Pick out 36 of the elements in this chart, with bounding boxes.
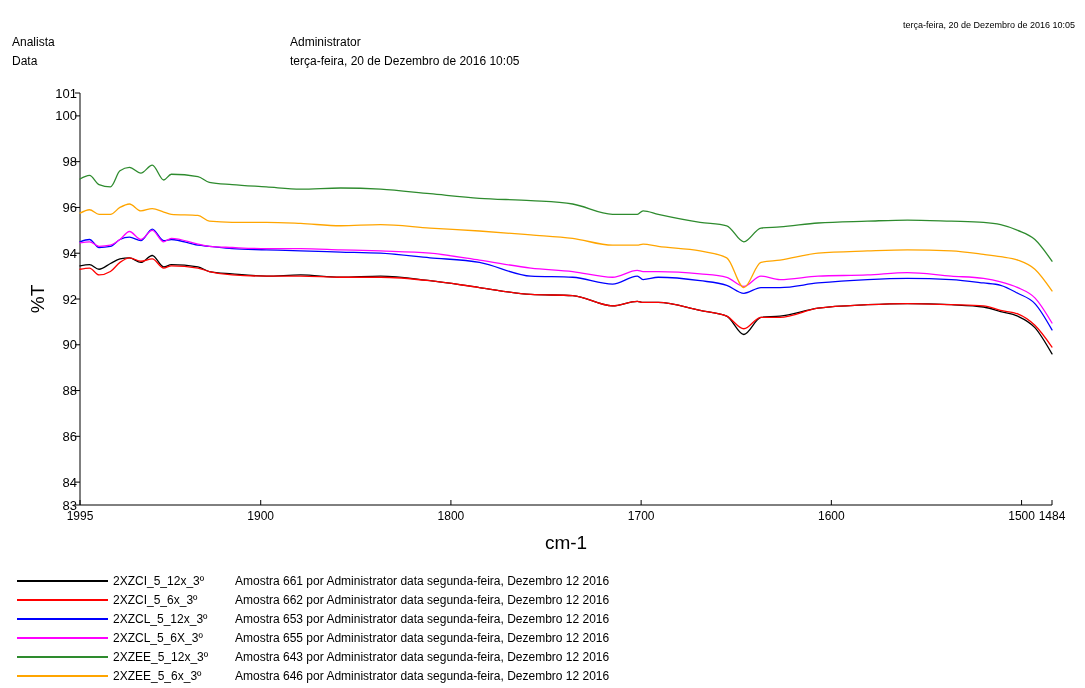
- text: Amostra 643 por Administrator data segunda-feira, Dezembro 12 2016: [235, 650, 610, 665]
- y-tick-label: 100: [55, 108, 77, 124]
- y-tick-label: 101: [55, 85, 77, 101]
- legend-label: 2XZEE_5_12x_3º: [113, 650, 209, 665]
- text: Administrator: [290, 35, 361, 49]
- x-tick-label: 1800: [437, 509, 465, 523]
- y-tick-label: 84: [62, 474, 77, 490]
- x-tick-label: 1600: [818, 509, 846, 523]
- text: Amostra 646 por Administrator data segunda-feira, Dezembro 12 2016: [235, 669, 610, 684]
- text: Data: [12, 54, 38, 68]
- legend-label: 2XZCL_5_6X_3º: [113, 631, 204, 646]
- y-tick-label: 88: [62, 383, 77, 399]
- text: Amostra 662 por Administrator data segunda-feira, Dezembro 12 2016: [235, 593, 610, 608]
- text: Amostra 653 por Administrator data segunda-feira, Dezembro 12 2016: [235, 612, 610, 627]
- y-tick-label: 96: [62, 199, 77, 215]
- text: Analista: [12, 35, 56, 49]
- y-tick-label: 90: [62, 337, 77, 353]
- text: terça-feira, 20 de Dezembro de 2016 10:05: [902, 20, 1075, 30]
- x-tick-label: 1700: [627, 509, 655, 523]
- legend-label: 2XZCI_5_12x_3º: [113, 574, 205, 589]
- y-tick-label: 86: [62, 428, 77, 444]
- text: Amostra 661 por Administrator data segunda-feira, Dezembro 12 2016: [235, 574, 610, 589]
- x-tick-label: 1484: [1038, 509, 1066, 523]
- y-tick-label: 94: [62, 245, 77, 261]
- x-tick-label: 1900: [247, 509, 275, 523]
- text: Amostra 655 por Administrator data segunda-feira, Dezembro 12 2016: [235, 631, 610, 646]
- x-tick-label: 1500: [1008, 509, 1036, 523]
- legend-label: 2XZCI_5_6x_3º: [113, 593, 199, 608]
- x-tick-label: 1995: [66, 509, 94, 523]
- text: terça-feira, 20 de Dezembro de 2016 10:05: [290, 54, 520, 68]
- y-tick-label: 98: [62, 154, 77, 170]
- y-tick-label: 92: [62, 291, 77, 307]
- y-axis-title: %T: [27, 284, 48, 314]
- legend-label: 2XZEE_5_6x_3º: [113, 669, 203, 684]
- x-axis-title: cm-1: [544, 532, 588, 553]
- legend-label: 2XZCL_5_12x_3º: [113, 612, 209, 627]
